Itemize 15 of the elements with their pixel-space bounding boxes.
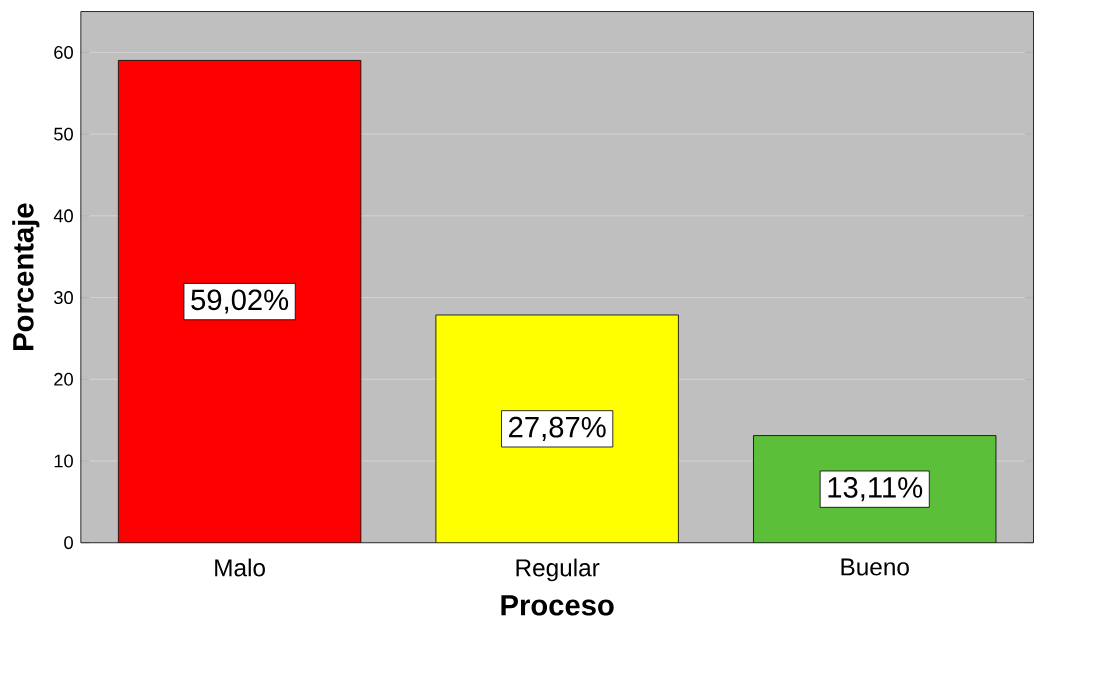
y-tick-label: 40 — [53, 209, 73, 223]
y-tick-label: 30 — [54, 291, 73, 305]
x-tick-label: Regular — [516, 558, 600, 582]
y-tick-label: 0 — [64, 536, 73, 550]
y-axis-title: Porcentaje — [12, 203, 40, 351]
y-tick-label: 60 — [54, 46, 73, 60]
y-tick-label: 50 — [54, 127, 73, 141]
x-tick-label: Malo — [215, 558, 265, 577]
x-axis-title: Proceso — [501, 595, 614, 616]
data-label: 59,02% — [191, 289, 289, 314]
x-tick-label: Bueno — [841, 558, 909, 576]
y-tick-label: 10 — [54, 454, 73, 468]
data-label: 13,11% — [828, 477, 923, 502]
y-tick-label: 20 — [54, 373, 73, 386]
data-label: 27,87% — [509, 417, 606, 442]
